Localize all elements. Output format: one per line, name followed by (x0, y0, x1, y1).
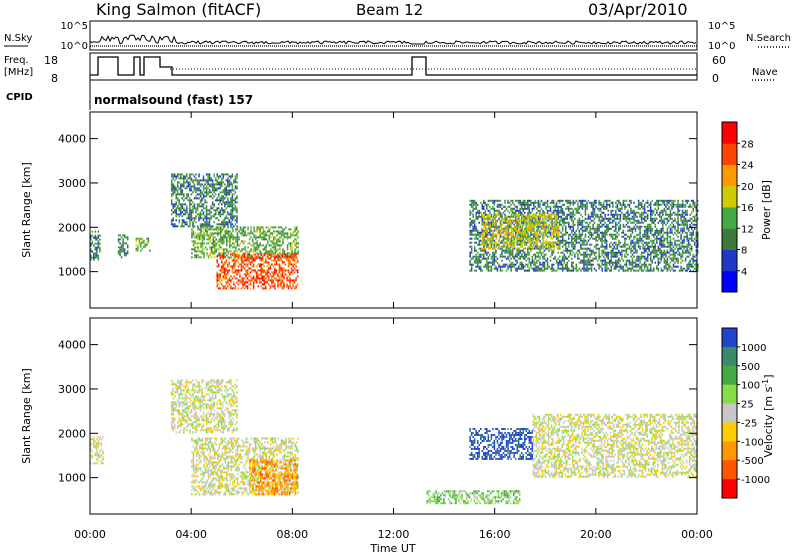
power-ylabel: Slant Range [km] (20, 162, 33, 258)
cpid-row: CPID normalsound (fast) 157 (6, 80, 253, 110)
velocity-colorbar-swatch (722, 403, 737, 423)
time-tick-label: 12:00 (378, 528, 410, 541)
date-title: 03/Apr/2010 (588, 0, 688, 19)
velocity-ytick-label: 1000 (58, 472, 86, 485)
velocity-colorbar-tick: -100 (741, 437, 764, 448)
power-ytick-label: 1000 (58, 266, 86, 279)
power-colorbar-tick: 4 (741, 267, 747, 278)
velocity-colorbar-tick: 1000 (741, 343, 766, 354)
power-echo-cells (90, 173, 699, 290)
time-tick-label: 16:00 (479, 528, 511, 541)
power-colorbar-tick: 8 (741, 246, 747, 257)
velocity-echo-region (90, 436, 104, 465)
velocity-ylabel: Slant Range [km] (20, 368, 33, 464)
velocity-echo-region (170, 379, 238, 434)
power-colorbar: Power [dB] 4 8 12 16 20 24 28 (721, 121, 773, 293)
velocity-echo-region (469, 427, 534, 460)
velocity-echo-region (532, 413, 699, 478)
power-ytick-label: 2000 (58, 221, 86, 234)
velocity-colorbar-swatch (722, 441, 737, 461)
power-colorbar-swatch (722, 249, 737, 272)
power-colorbar-swatch (722, 185, 737, 208)
velocity-echo-region (249, 459, 298, 496)
noise-tick-right-bottom: 10^0 (708, 41, 735, 52)
velocity-colorbar-swatch (722, 460, 737, 480)
freq-panel: 18 8 60 0 Freq. [MHz] Nave (4, 52, 778, 85)
velocity-colorbar-tick: -25 (741, 418, 757, 429)
power-colorbar-label: Power [dB] (760, 180, 773, 240)
velocity-colorbar-tick: -500 (741, 456, 764, 467)
velocity-colorbar-tick: 100 (741, 381, 760, 392)
time-tick-label: 00:00 (74, 528, 106, 541)
velocity-colorbar-swatch (722, 328, 737, 348)
nave-tick-bottom: 0 (712, 72, 719, 85)
nsearch-label: N.Search (746, 33, 791, 44)
cpid-text: normalsound (fast) 157 (94, 93, 253, 107)
nsky-label: N.Sky (4, 33, 32, 44)
noise-tick-right-top: 10^5 (708, 21, 735, 32)
power-colorbar-swatch (722, 122, 737, 144)
power-colorbar-swatch (722, 207, 737, 229)
freq-label: Freq. (4, 55, 29, 66)
velocity-colorbar-swatch (722, 365, 737, 386)
freq-unit-label: [MHz] (4, 67, 33, 78)
beam-title: Beam 12 (356, 1, 423, 19)
power-colorbar-tick: 28 (741, 139, 754, 150)
velocity-colorbar-swatch (722, 422, 737, 442)
power-echo-region (135, 237, 151, 252)
velocity-colorbar: Velocity [m s-1] 1000 500 100 25 -25 -100 -500… (721, 327, 776, 499)
time-tick-label: 20:00 (580, 528, 612, 541)
power-colorbar-tick: 16 (741, 203, 754, 214)
station-title: King Salmon (fitACF) (96, 0, 261, 19)
noise-panel: 10^5 10^0 10^5 10^0 N.Sky N.Search (4, 20, 791, 52)
power-colorbar-swatch (722, 164, 737, 187)
power-ytick-label: 3000 (58, 177, 86, 190)
velocity-colorbar-tick: 500 (741, 362, 760, 373)
power-echo-region (216, 253, 299, 290)
velocity-colorbar-tick: -1000 (741, 475, 770, 486)
freq-tick-bottom: 8 (51, 72, 58, 85)
power-colorbar-swatch (722, 228, 737, 250)
velocity-colorbar-label: Velocity [m s-1] (761, 374, 776, 457)
power-echo-region (117, 234, 129, 259)
power-echo-region (90, 230, 101, 261)
noise-sky-trace (89, 34, 697, 45)
velocity-colorbar-swatch (722, 384, 737, 405)
time-tick-label: 00:00 (681, 528, 713, 541)
noise-tick-left-bottom: 10^0 (61, 41, 88, 52)
freq-tick-top: 18 (44, 54, 58, 67)
time-axis-label: Time UT (369, 542, 415, 554)
nave-tick-top: 60 (712, 54, 726, 67)
power-echo-region (170, 173, 238, 228)
cpid-label: CPID (6, 92, 33, 103)
velocity-echo-region (426, 490, 521, 505)
velocity-ytick-label: 4000 (58, 339, 86, 352)
velocity-echo-cells (90, 379, 699, 505)
time-tick-label: 04:00 (175, 528, 207, 541)
power-colorbar-tick: 24 (741, 161, 754, 172)
velocity-colorbar-swatch (722, 479, 737, 499)
velocity-colorbar-tick: 25 (741, 400, 754, 411)
time-tick-label: 08:00 (276, 528, 308, 541)
velocity-ytick-label: 2000 (58, 427, 86, 440)
power-panel: 1000 2000 3000 4000 Slant Range [km] (20, 111, 699, 309)
power-ytick-label: 4000 (58, 133, 86, 146)
power-echo-region (482, 213, 560, 250)
freq-trace (90, 56, 697, 76)
velocity-colorbar-swatch (722, 346, 737, 367)
power-colorbar-swatch (722, 270, 737, 293)
noise-tick-left-top: 10^5 (61, 21, 88, 32)
velocity-panel: 00:00 04:00 08:00 12:00 16:00 20:00 00:00 1000 2… (20, 317, 713, 554)
velocity-ytick-label: 3000 (58, 383, 86, 396)
power-colorbar-swatch (722, 143, 737, 165)
power-colorbar-tick: 20 (741, 182, 754, 193)
nave-label: Nave (752, 67, 778, 78)
power-colorbar-tick: 12 (741, 224, 754, 235)
